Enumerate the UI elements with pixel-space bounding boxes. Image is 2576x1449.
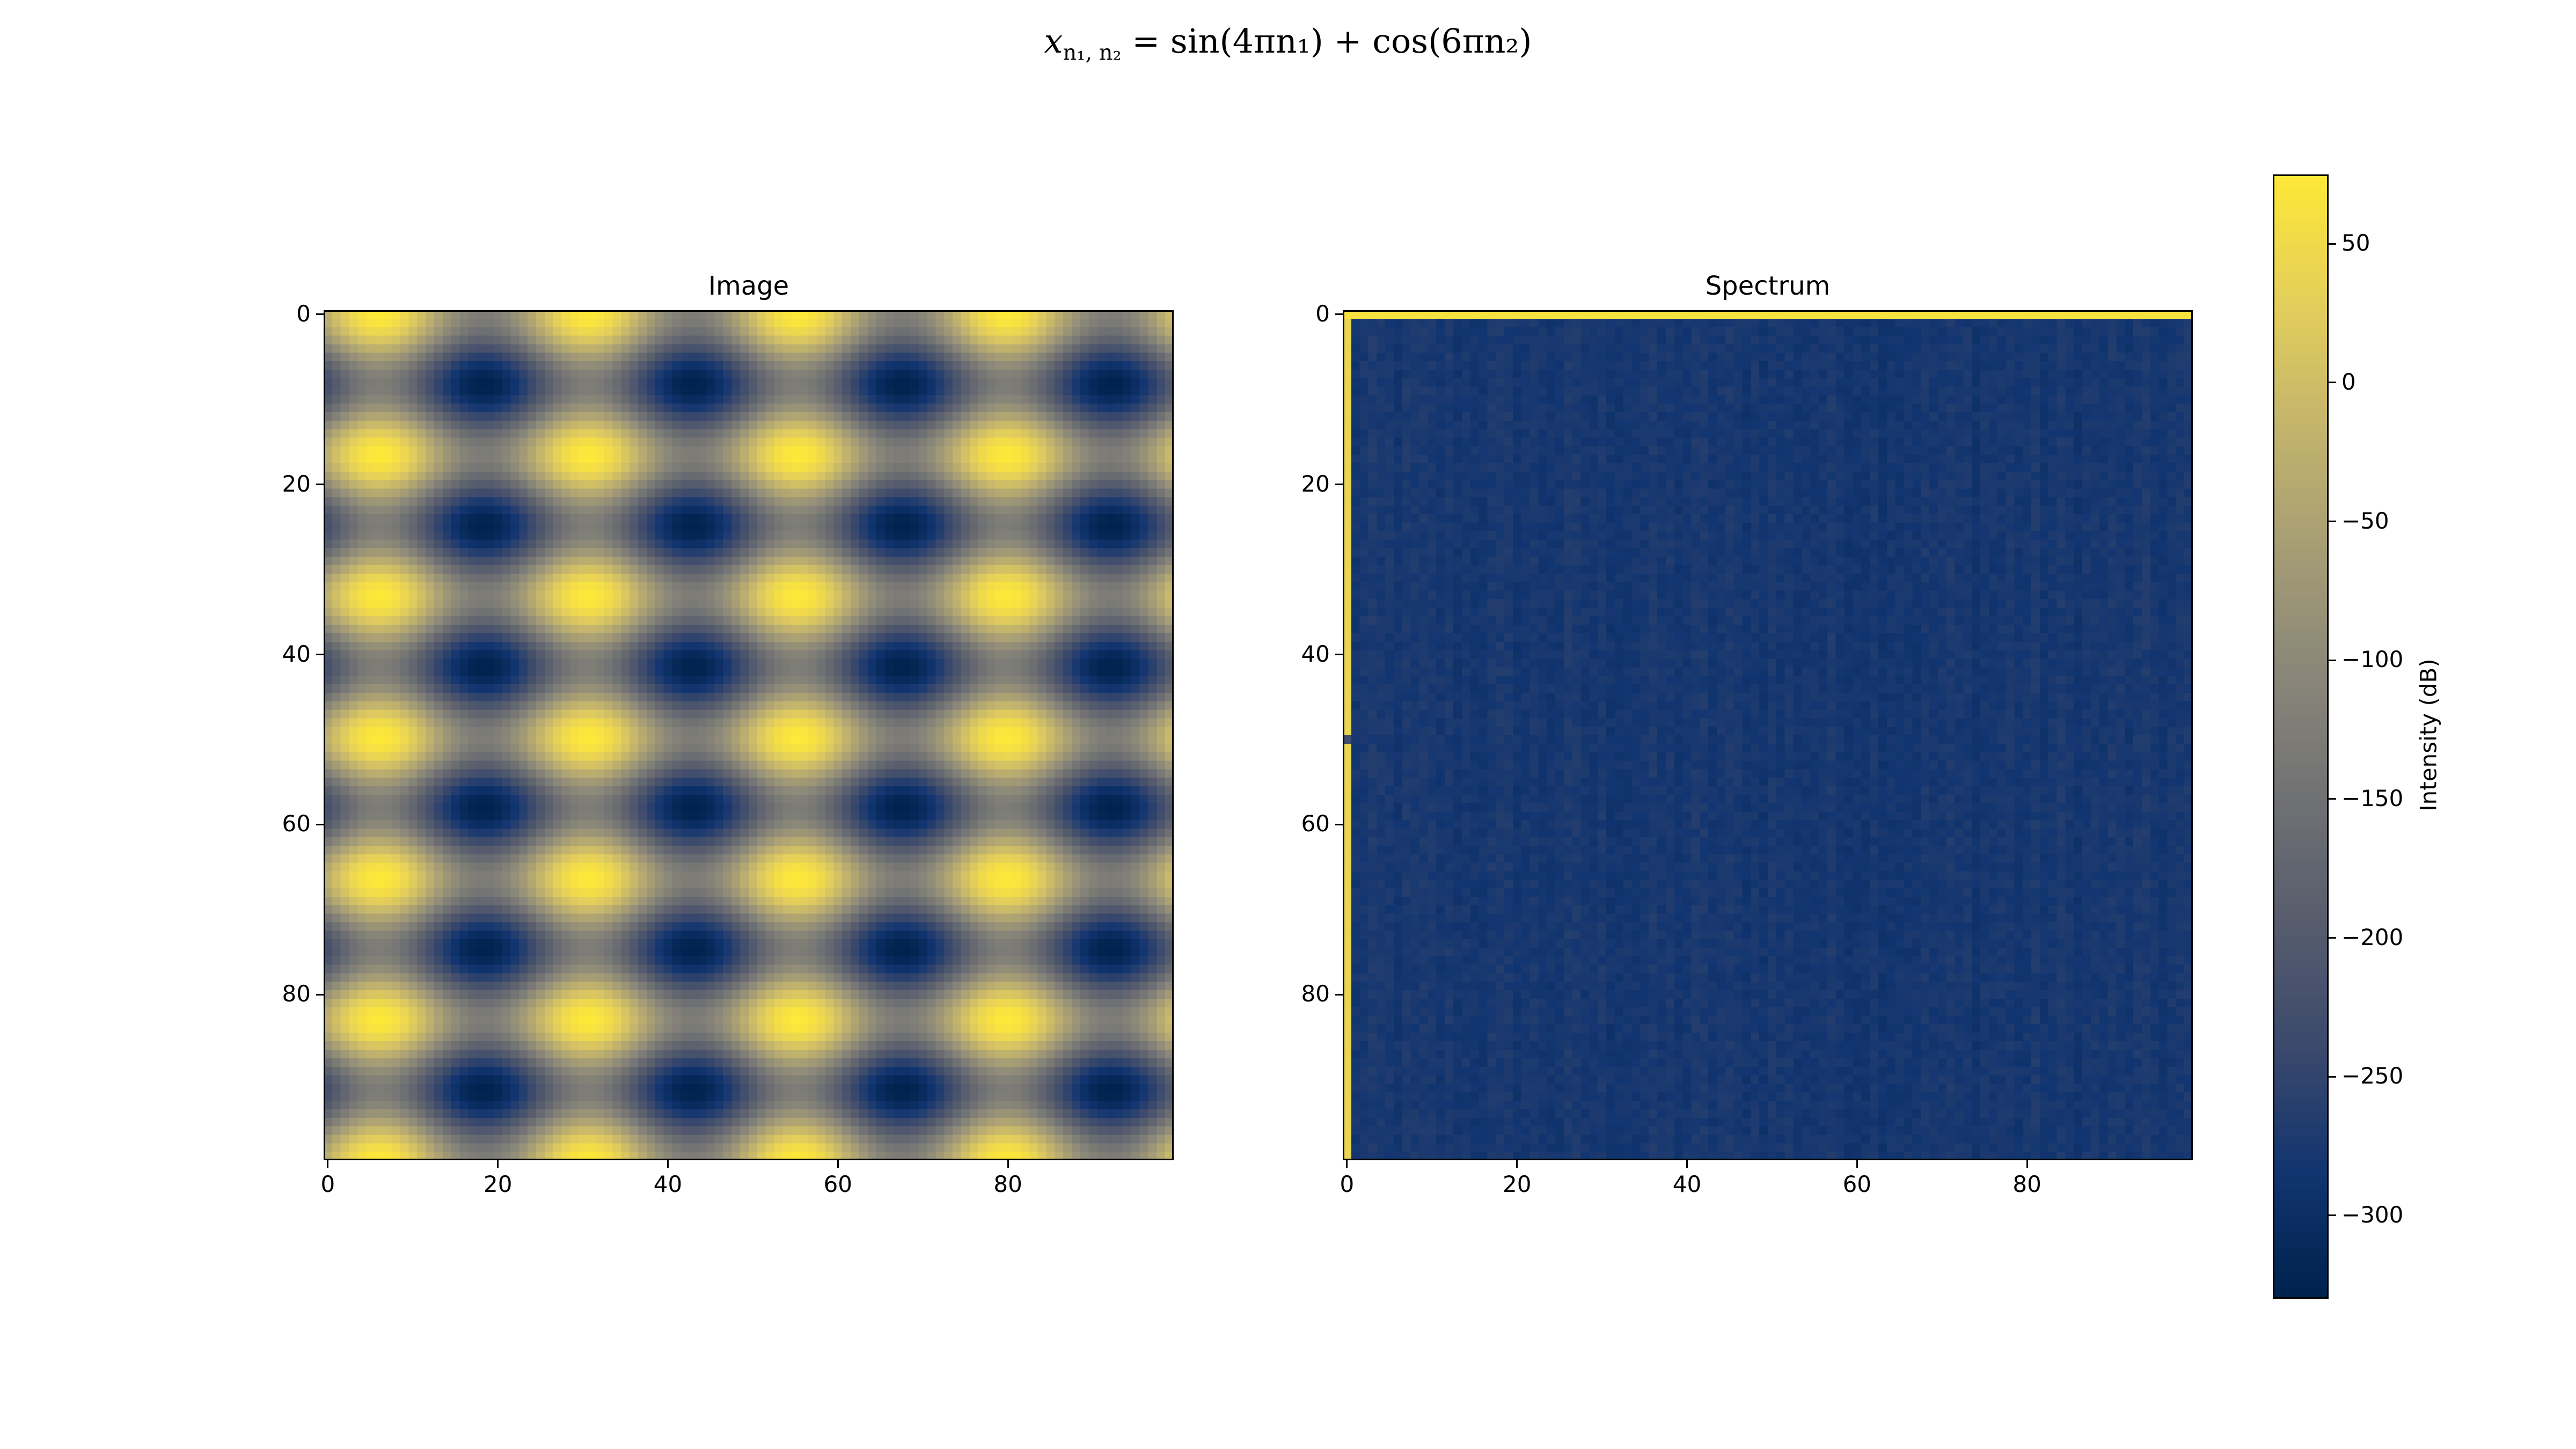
image-x-tick-label: 80 — [993, 1171, 1022, 1197]
colorbar-tick-mark — [2329, 798, 2336, 800]
image-x-tick-label: 40 — [653, 1171, 683, 1197]
colorbar-tick-mark — [2329, 521, 2336, 523]
colorbar-tick-mark — [2329, 937, 2336, 939]
image-y-tick-mark — [316, 993, 324, 996]
spectrum-y-tick-mark — [1335, 823, 1343, 825]
spectrum-y-tick-mark — [1335, 654, 1343, 656]
image-y-tick-label: 20 — [282, 470, 311, 497]
spectrum-y-tick-label: 80 — [1301, 980, 1330, 1007]
title-lhs: x — [1044, 21, 1063, 61]
image-y-tick-mark — [316, 654, 324, 656]
image-x-tick-label: 0 — [320, 1171, 335, 1197]
spectrum-y-tick-mark — [1335, 484, 1343, 486]
image-x-tick-mark — [1007, 1160, 1009, 1168]
image-panel-title: Image — [708, 271, 789, 301]
colorbar-tick-mark — [2329, 243, 2336, 245]
colorbar-tick-mark — [2329, 382, 2336, 384]
spectrum-x-tick-mark — [1856, 1160, 1858, 1168]
spectrum-x-tick-mark — [1346, 1160, 1348, 1168]
title-rhs: = sin(4πn₁) + cos(6πn₂) — [1132, 21, 1532, 61]
image-y-tick-mark — [316, 823, 324, 825]
spectrum-x-tick-label: 80 — [2012, 1171, 2041, 1197]
spectrum-y-tick-label: 40 — [1301, 640, 1330, 667]
colorbar-tick-label: −150 — [2341, 785, 2404, 811]
image-heatmap — [324, 310, 1174, 1160]
spectrum-y-tick-label: 0 — [1315, 300, 1330, 327]
spectrum-x-tick-label: 20 — [1502, 1171, 1532, 1197]
spectrum-panel-title: Spectrum — [1705, 271, 1831, 301]
figure-title: xn₁, n₂ = sin(4πn₁) + cos(6πn₂) — [0, 21, 2576, 65]
image-y-tick-label: 0 — [296, 300, 311, 327]
colorbar-tick-label: 0 — [2341, 368, 2356, 395]
spectrum-x-tick-mark — [1686, 1160, 1688, 1168]
colorbar-tick-label: −50 — [2341, 507, 2389, 534]
spectrum-x-tick-label: 0 — [1340, 1171, 1355, 1197]
spectrum-x-tick-label: 40 — [1672, 1171, 1702, 1197]
title-lhs-subscript: n₁, n₂ — [1063, 40, 1122, 65]
colorbar-tick-label: 50 — [2341, 230, 2370, 257]
colorbar-tick-label: −100 — [2341, 646, 2404, 673]
colorbar-label: Intensity (dB) — [2415, 658, 2442, 811]
image-y-tick-label: 60 — [282, 810, 311, 837]
image-y-tick-mark — [316, 484, 324, 486]
image-y-tick-mark — [316, 313, 324, 316]
colorbar-tick-mark — [2329, 659, 2336, 661]
image-x-tick-mark — [837, 1160, 839, 1168]
colorbar-tick-label: −250 — [2341, 1063, 2404, 1089]
colorbar-gradient — [2273, 174, 2329, 1299]
spectrum-x-tick-label: 60 — [1842, 1171, 1872, 1197]
image-x-tick-label: 20 — [483, 1171, 513, 1197]
image-x-tick-mark — [667, 1160, 669, 1168]
image-y-tick-label: 40 — [282, 640, 311, 667]
image-x-tick-mark — [497, 1160, 499, 1168]
colorbar-tick-label: −300 — [2341, 1201, 2404, 1228]
spectrum-y-tick-label: 20 — [1301, 470, 1330, 497]
spectrum-x-tick-mark — [1516, 1160, 1518, 1168]
spectrum-y-tick-label: 60 — [1301, 810, 1330, 837]
spectrum-x-tick-mark — [2026, 1160, 2028, 1168]
colorbar-tick-mark — [2329, 1075, 2336, 1078]
spectrum-heatmap — [1343, 310, 2193, 1160]
image-x-tick-label: 60 — [823, 1171, 853, 1197]
spectrum-y-tick-mark — [1335, 993, 1343, 996]
image-x-tick-mark — [327, 1160, 329, 1168]
colorbar-tick-mark — [2329, 1214, 2336, 1217]
spectrum-y-tick-mark — [1335, 313, 1343, 316]
image-y-tick-label: 80 — [282, 980, 311, 1007]
colorbar-tick-label: −200 — [2341, 924, 2404, 950]
